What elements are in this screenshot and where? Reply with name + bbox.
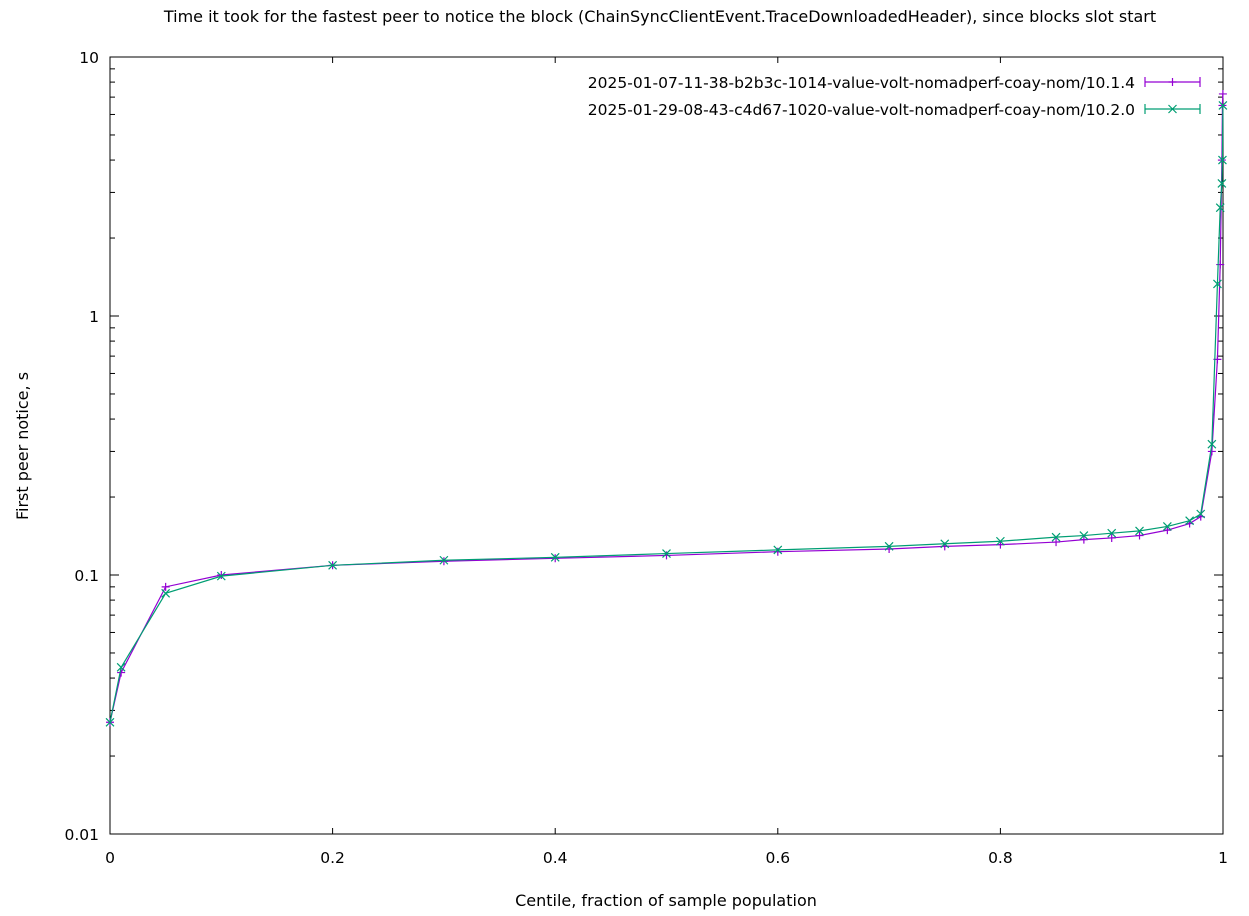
- plot-frame: [110, 57, 1223, 834]
- legend: 2025-01-07-11-38-b2b3c-1014-value-volt-n…: [588, 74, 1200, 119]
- y-tick-label: 0.1: [74, 567, 99, 585]
- data-point: [1136, 532, 1144, 540]
- series-line: [110, 94, 1223, 722]
- series-layer: [106, 90, 1227, 726]
- y-axis-label: First peer notice, s: [13, 372, 32, 520]
- y-tick-label: 10: [79, 49, 99, 67]
- data-point: [774, 548, 782, 556]
- legend-marker: [1169, 78, 1177, 86]
- series-line: [110, 105, 1223, 722]
- x-axis-ticks: 0 0.2 0.4 0.6 0.8 1: [105, 57, 1228, 867]
- x-tick-label: 0.6: [765, 849, 790, 867]
- x-tick-label: 0.8: [988, 849, 1013, 867]
- series-2: [106, 101, 1227, 726]
- data-point: [1080, 536, 1088, 544]
- data-point: [551, 554, 559, 562]
- y-tick-label: 1: [89, 308, 99, 326]
- x-tick-label: 1: [1218, 849, 1228, 867]
- legend-label: 2025-01-07-11-38-b2b3c-1014-value-volt-n…: [588, 74, 1135, 92]
- chart-title: Time it took for the fastest peer to not…: [163, 7, 1156, 26]
- x-tick-label: 0.2: [320, 849, 345, 867]
- data-point: [440, 557, 448, 565]
- x-tick-label: 0.4: [543, 849, 568, 867]
- data-point: [217, 571, 225, 579]
- legend-label: 2025-01-29-08-43-c4d67-1020-value-volt-n…: [588, 101, 1135, 119]
- data-point: [663, 551, 671, 559]
- series-1: [106, 90, 1227, 726]
- data-point: [1208, 447, 1216, 455]
- x-axis-label: Centile, fraction of sample population: [515, 891, 817, 910]
- y-axis-ticks: 0.01 0.1 1 10: [64, 49, 1223, 844]
- x-tick-label: 0: [105, 849, 115, 867]
- y-tick-label: 0.01: [64, 826, 99, 844]
